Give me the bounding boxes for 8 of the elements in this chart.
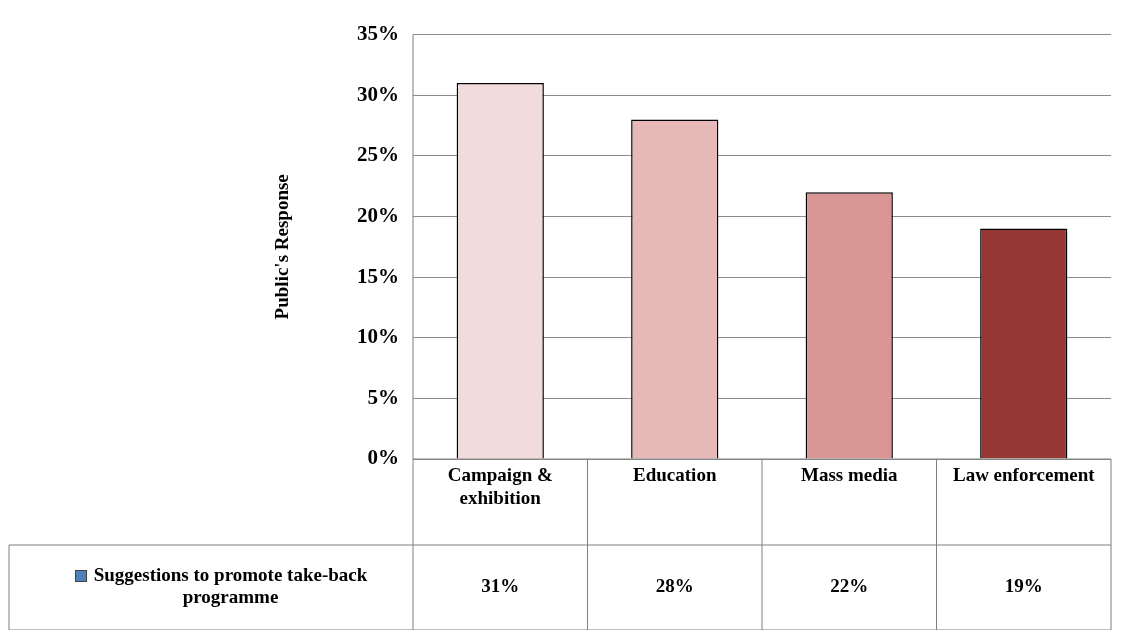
- y-tick-label: 5%: [367, 384, 399, 409]
- y-tick-label: 15%: [357, 263, 399, 288]
- y-tick-label: 10%: [357, 324, 399, 349]
- y-tick-label: 25%: [357, 142, 399, 167]
- y-axis-title: Public's Response: [271, 174, 293, 320]
- y-tick-label: 30%: [357, 81, 399, 106]
- y-tick-label: 35%: [357, 21, 399, 46]
- y-tick-label: 20%: [357, 202, 399, 227]
